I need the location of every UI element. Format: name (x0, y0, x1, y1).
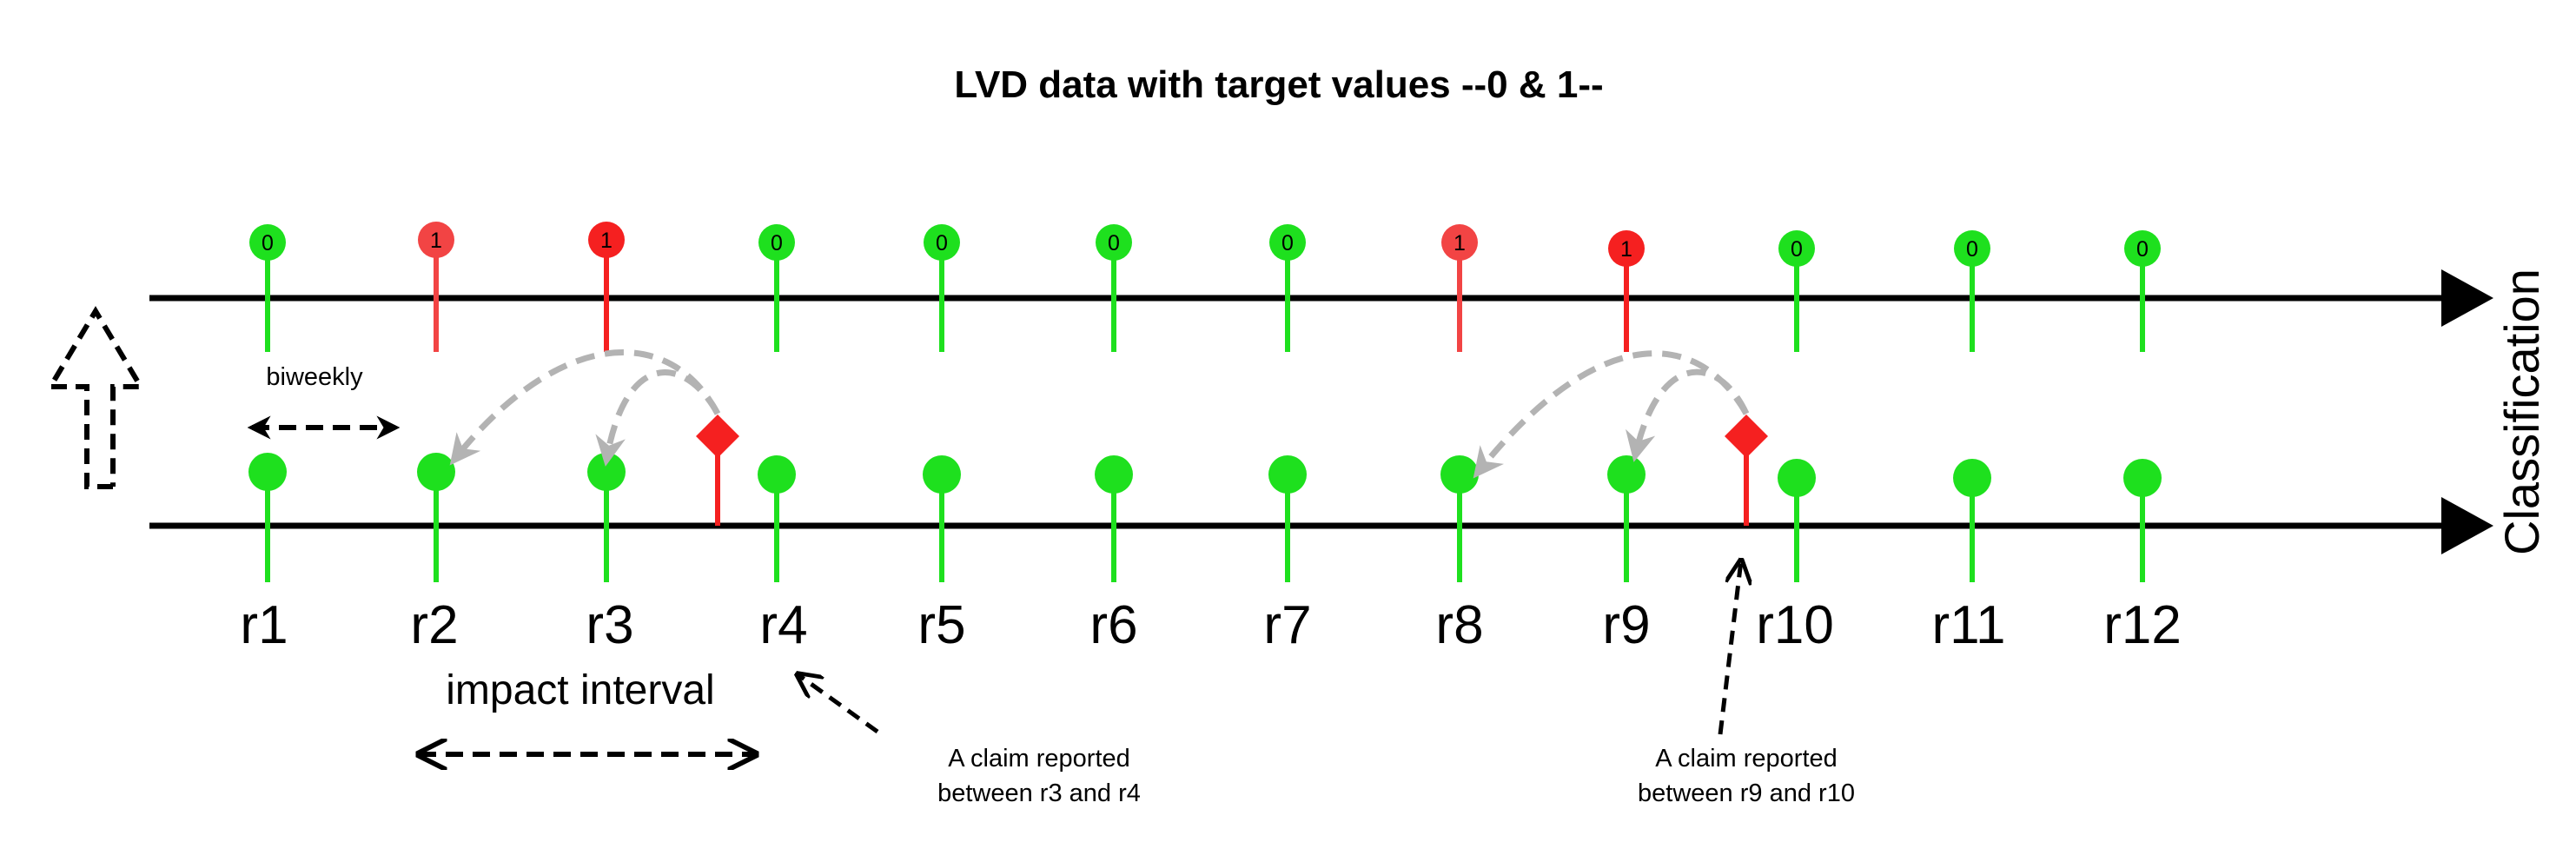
top-pin-head (758, 224, 795, 261)
bottom-pin-r9 (1607, 455, 1646, 582)
bottom-pin-head (1607, 455, 1646, 494)
bottom-pin-r3 (587, 453, 626, 582)
bottom-pin-head (1778, 459, 1816, 497)
top-pin-r8: 1 (1441, 224, 1478, 352)
top-pin-value: 0 (1966, 237, 1978, 262)
axis-label-classification: Classification (2494, 269, 2549, 555)
top-pin-head (924, 224, 960, 261)
top-pin-head (1441, 224, 1478, 261)
label-r5: r5 (917, 595, 965, 655)
bottom-pin-r2 (417, 453, 455, 582)
top-pin-head (249, 224, 286, 261)
top-pin-head (1778, 230, 1815, 267)
claim-pointer-arrow-r9-r10 (1718, 560, 1741, 735)
gray-impact-arrows-left (449, 349, 721, 467)
impact-arrow-to-r2 (449, 349, 721, 466)
dashed-up-arrow-icon (45, 306, 146, 489)
bottom-timeline (149, 497, 2493, 554)
top-row-pins: 0 1 1 0 0 0 0 1 1 0 0 0 (249, 222, 2161, 352)
claim-note-r9-r10-line1: A claim reported (1655, 745, 1838, 773)
claim-note-r9-r10-line2: between r9 and r10 (1638, 779, 1855, 807)
top-pin-r6: 0 (1096, 224, 1132, 352)
bottom-pin-r8 (1440, 455, 1479, 582)
top-pin-value: 0 (1281, 231, 1294, 255)
top-pin-r2: 1 (418, 222, 454, 352)
bottom-pin-r5 (923, 455, 961, 582)
top-pin-r11: 0 (1954, 230, 1990, 352)
bottom-pin-head (1268, 455, 1307, 494)
impact-arrow-to-r3 (595, 369, 721, 467)
claim-marker-r9-r10 (1725, 415, 1768, 526)
diagram-title: LVD data with target values --0 & 1-- (954, 63, 1603, 106)
label-r3: r3 (586, 595, 633, 655)
bottom-pin-head (1095, 455, 1133, 494)
bottom-pin-r10 (1778, 459, 1816, 582)
bottom-pin-r4 (758, 455, 796, 582)
label-r6: r6 (1089, 595, 1137, 655)
claim-note-r3-r4-line1: A claim reported (948, 745, 1130, 773)
top-pin-value: 1 (1620, 237, 1632, 262)
bottom-pin-head (2123, 459, 2162, 497)
top-pin-value: 1 (1454, 231, 1466, 255)
top-timeline (149, 269, 2493, 327)
bottom-pin-r12 (2123, 459, 2162, 582)
claim-marker-r3-r4 (696, 415, 739, 526)
top-pin-head (1608, 230, 1645, 267)
bottom-pin-head (758, 455, 796, 494)
bottom-pin-r11 (1953, 459, 1991, 582)
top-pin-head (1096, 224, 1132, 261)
bottom-pin-r6 (1095, 455, 1133, 582)
top-pin-r1: 0 (249, 224, 286, 352)
top-pin-value: 0 (262, 231, 274, 255)
top-pin-value: 0 (1108, 231, 1120, 255)
top-pin-value: 1 (600, 229, 613, 253)
label-r1: r1 (240, 595, 288, 655)
label-r10: r10 (1756, 595, 1834, 655)
top-pin-r7: 0 (1269, 224, 1306, 352)
top-pin-r3: 1 (588, 222, 625, 352)
gray-impact-arrows-right (1473, 350, 1750, 479)
top-pin-value: 0 (771, 231, 783, 255)
red-diamond-icon (1725, 415, 1768, 458)
bottom-timeline-arrowhead (2441, 497, 2493, 554)
bottom-row-pins (248, 453, 2162, 582)
top-pin-head (418, 222, 454, 258)
top-pin-r9: 1 (1608, 230, 1645, 352)
label-r9: r9 (1602, 595, 1650, 655)
top-pin-value: 0 (936, 231, 948, 255)
claim-pointer-arrow-r3-r4 (798, 674, 879, 734)
bottom-pin-head (923, 455, 961, 494)
label-r7: r7 (1263, 595, 1311, 655)
bottom-pin-r1 (248, 453, 287, 582)
impact-arrow-to-r9 (1626, 368, 1750, 462)
label-r4: r4 (759, 595, 807, 655)
top-pin-head (1269, 224, 1306, 261)
bottom-pin-head (248, 453, 287, 491)
label-r11: r11 (1931, 595, 2005, 655)
top-pin-r5: 0 (924, 224, 960, 352)
bottom-pin-r7 (1268, 455, 1307, 582)
claim-note-r3-r4-line2: between r3 and r4 (937, 779, 1141, 807)
top-pin-r12: 0 (2124, 230, 2161, 352)
red-diamond-icon (696, 415, 739, 458)
bottom-pin-head (1440, 455, 1479, 494)
biweekly-label: biweekly (266, 363, 363, 391)
top-pin-value: 1 (430, 229, 442, 253)
top-pin-value: 0 (2136, 237, 2149, 262)
bottom-pin-head (1953, 459, 1991, 497)
top-timeline-arrowhead (2441, 269, 2493, 327)
label-r12: r12 (2103, 595, 2182, 655)
bottom-row-labels: r1 r2 r3 r4 r5 r6 r7 r8 r9 r10 r11 r12 (240, 595, 2181, 655)
label-r8: r8 (1435, 595, 1483, 655)
bottom-pin-head (417, 453, 455, 491)
top-pin-head (2124, 230, 2161, 267)
label-r2: r2 (410, 595, 458, 655)
top-pin-r4: 0 (758, 224, 795, 352)
top-pin-value: 0 (1791, 237, 1803, 262)
top-pin-head (1954, 230, 1990, 267)
top-pin-r10: 0 (1778, 230, 1815, 352)
impact-interval-label: impact interval (446, 667, 714, 713)
top-pin-head (588, 222, 625, 258)
